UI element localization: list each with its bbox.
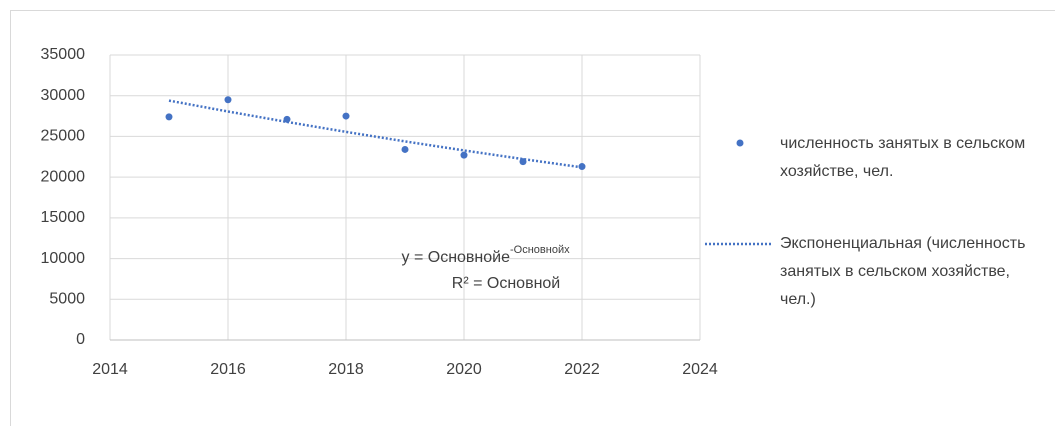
y-tick-label: 30000 xyxy=(41,87,86,104)
x-tick-label: 2020 xyxy=(446,361,482,378)
point xyxy=(165,113,173,121)
chart-border xyxy=(10,10,1055,426)
legend-entry: численность занятых в сельском хозяйстве… xyxy=(780,135,1026,180)
equation: y = Основнойe xyxy=(402,249,511,266)
point xyxy=(224,96,232,104)
point xyxy=(401,145,409,153)
x-tick-label: 2024 xyxy=(682,361,718,378)
y-tick-label: 25000 xyxy=(41,128,86,145)
legend-marker xyxy=(736,139,744,147)
y-tick-label: 35000 xyxy=(41,46,86,63)
y-tick-label: 0 xyxy=(76,331,85,348)
r-squared: R² = Основной xyxy=(452,275,560,292)
x-tick-label: 2018 xyxy=(328,361,364,378)
x-tick-label: 2016 xyxy=(210,361,246,378)
y-tick-label: 20000 xyxy=(41,168,86,185)
y-tick-label: 10000 xyxy=(41,250,86,267)
trend-equation: y = Основнойe xyxy=(402,249,511,266)
point xyxy=(460,151,468,159)
y-tick-label: 15000 xyxy=(41,209,86,226)
trend-exponent: -Основнойx xyxy=(510,244,570,256)
y-tick-label: 5000 xyxy=(49,291,85,308)
point xyxy=(578,163,586,171)
point xyxy=(342,112,350,120)
legend-entry: Экспоненциальная (численность занятых в … xyxy=(780,235,1026,308)
trend-line xyxy=(168,99,583,169)
x-tick-label: 2014 xyxy=(92,361,128,378)
x-tick-label: 2022 xyxy=(564,361,600,378)
